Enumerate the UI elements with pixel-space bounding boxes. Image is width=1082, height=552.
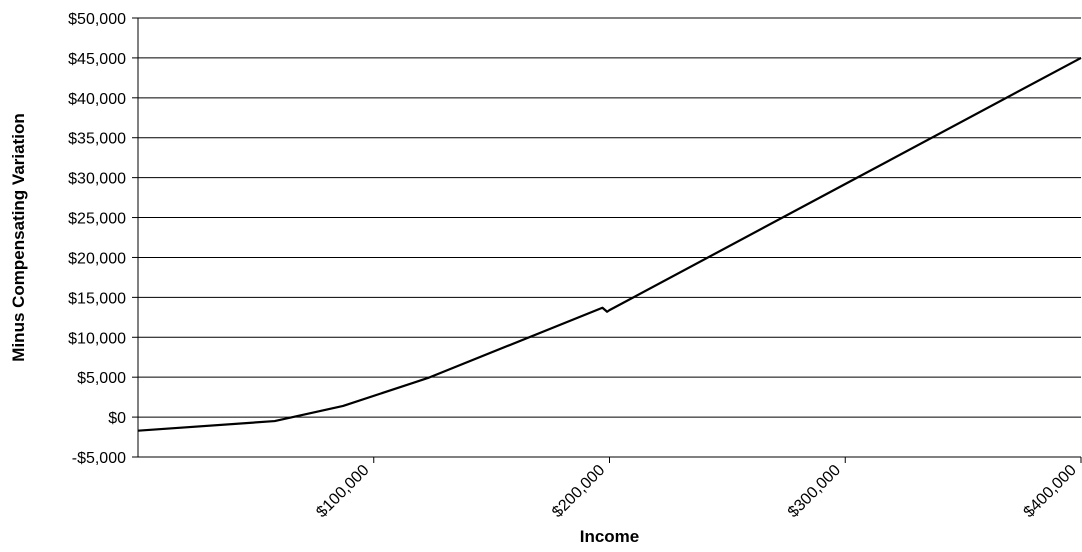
- y-tick-label: $50,000: [68, 11, 126, 28]
- gridlines: [138, 17, 1081, 458]
- y-tick-label: $40,000: [68, 91, 126, 108]
- x-tick-label: $400,000: [1021, 462, 1080, 521]
- series-layer: [137, 56, 1082, 432]
- y-tick-label: $20,000: [68, 250, 126, 267]
- y-tick-label: $10,000: [68, 330, 126, 347]
- y-tick-label: $15,000: [68, 290, 126, 307]
- x-tick-label: $300,000: [785, 462, 844, 521]
- x-axis-title: Income: [580, 527, 640, 546]
- y-tick-label: $35,000: [68, 131, 126, 148]
- y-tick-label: $0: [108, 410, 126, 427]
- series-line: [137, 56, 1082, 432]
- y-axis-tick-labels: -$5,000 $0 $5,000 $10,000 $15,000 $20,000 $25,…: [68, 11, 138, 467]
- y-tick-label: $25,000: [68, 211, 126, 228]
- y-tick-label: $45,000: [68, 51, 126, 68]
- y-tick-label: -$5,000: [72, 450, 126, 467]
- y-tick-label: $30,000: [68, 171, 126, 188]
- x-tick-label: $200,000: [549, 462, 608, 521]
- y-axis-title: Minus Compensating Variation: [9, 113, 28, 361]
- x-axis-tick-labels: $100,000 $200,000 $300,000 $400,000: [313, 457, 1082, 521]
- x-tick-label: $100,000: [313, 462, 372, 521]
- y-tick-label: $5,000: [77, 370, 126, 387]
